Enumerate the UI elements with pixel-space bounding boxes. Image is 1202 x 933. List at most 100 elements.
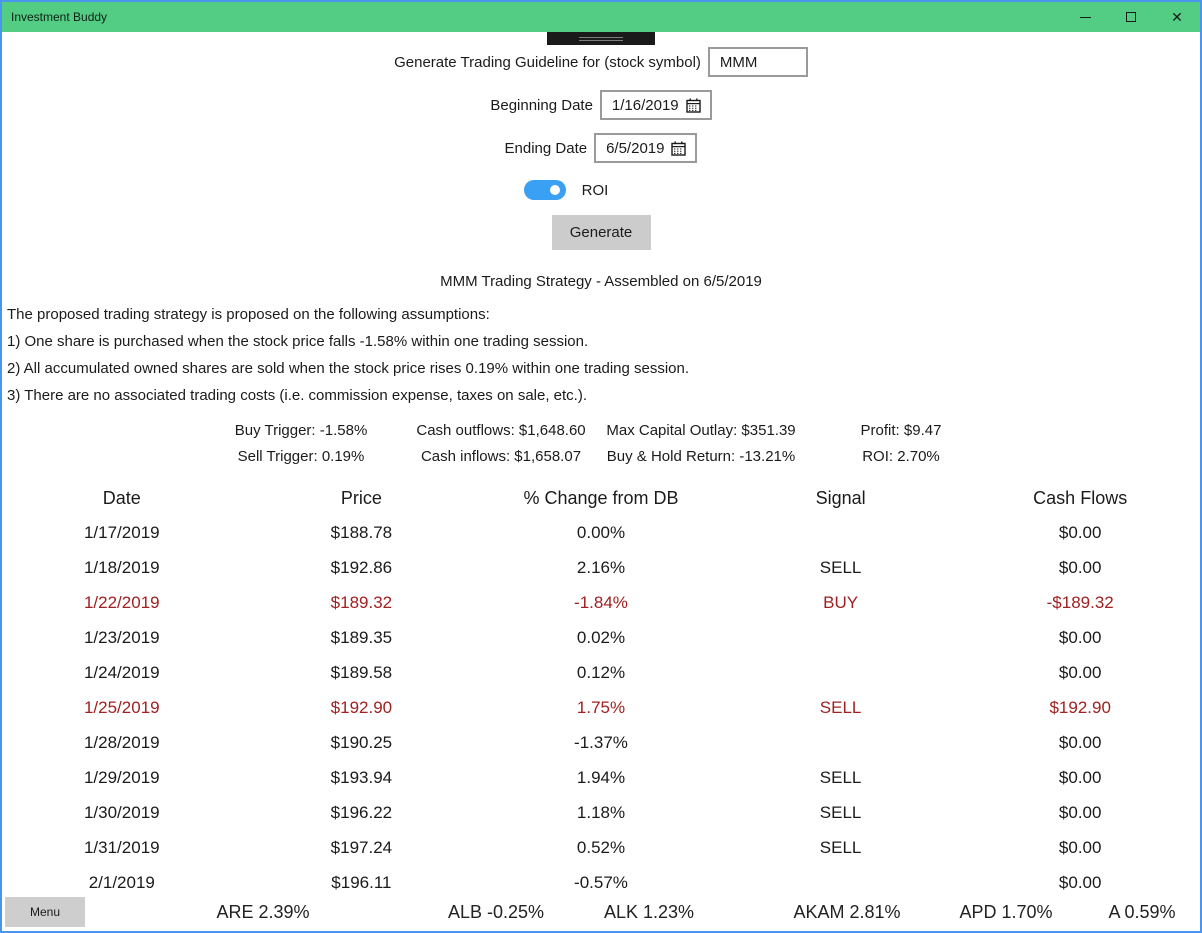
cell-date: 2/1/2019 [88,872,155,892]
cell-change: -1.84% [574,592,628,612]
cell-cash-flow: $0.00 [1058,662,1102,682]
stat-col-profit: Profit: $9.47 ROI: 2.70% [801,418,1001,470]
cell-cash-flow: $0.00 [1058,557,1102,577]
cell-change: 0.00% [576,522,626,542]
cell-price: $189.58 [330,662,393,682]
ticker-item: ALK 1.23% [603,902,695,922]
cell-date: 1/31/2019 [83,837,160,857]
footer-bar: Menu ARE 2.39% ALB -0.25% ALK 1.23% AKAM… [2,894,1200,931]
cell-price: $192.90 [330,697,393,717]
cell-date: 1/17/2019 [83,522,160,542]
begin-date-label: Beginning Date [490,96,593,114]
buy-trigger-stat: Buy Trigger: -1.58% [234,422,368,439]
cell-cash-flow: $0.00 [1058,522,1102,542]
roi-toggle[interactable] [523,180,566,200]
cell-date: 1/18/2019 [83,557,160,577]
cell-price: $189.35 [330,627,393,647]
assumption-line: 1) One share is purchased when the stock… [7,333,589,350]
minimize-icon [1079,16,1091,18]
ticker-item: ALB -0.25% [447,902,545,922]
end-date-value: 6/5/2019 [606,139,665,157]
begin-date-row: Beginning Date 1/16/2019 [2,90,1200,120]
ticker-item: ARE 2.39% [216,902,310,922]
cell-cash-flow: $0.00 [1058,767,1102,787]
cell-price: $192.86 [330,557,393,577]
ticker-item: AKAM 2.81% [793,902,901,922]
cell-date: 1/22/2019 [83,592,160,612]
end-date-row: Ending Date 6/5/2019 [2,133,1200,163]
buy-hold-return-stat: Buy & Hold Return: -13.21% [606,448,796,465]
cell-cash-flow: $192.90 [1049,697,1111,717]
cell-change: 0.02% [576,627,626,647]
calendar-icon[interactable] [685,98,701,113]
assumption-line: 3) There are no associated trading costs… [7,387,588,404]
cell-signal: BUY [823,592,859,612]
trades-table: Date Price % Change from DB Signal Cash … [2,482,1200,900]
roi-row: ROI [2,180,1200,200]
begin-date-value: 1/16/2019 [611,96,679,114]
cell-cash-flow: -$189.32 [1046,592,1114,612]
cell-date: 1/30/2019 [83,802,160,822]
table-row: 1/23/2019 $189.35 0.02% $0.00 [2,620,1200,655]
symbol-label: Generate Trading Guideline for (stock sy… [394,53,701,71]
cell-cash-flow: $0.00 [1058,732,1102,752]
drag-handle-icon [579,39,623,41]
cell-change: 1.18% [576,802,626,822]
end-date-picker[interactable]: 6/5/2019 [594,133,698,163]
menu-flyout-handle[interactable] [547,32,655,45]
maximize-icon [1126,12,1136,22]
stat-col-outlay: Max Capital Outlay: $351.39 Buy & Hold R… [601,418,801,470]
cell-change: 0.12% [576,662,626,682]
roi-stat: ROI: 2.70% [862,448,940,465]
table-row: 1/17/2019 $188.78 0.00% $0.00 [2,515,1200,550]
header-date: Date [102,488,141,508]
cell-price: $188.78 [330,522,393,542]
close-button[interactable]: ✕ [1154,2,1200,32]
cell-price: $196.22 [330,802,393,822]
cell-price: $197.24 [330,837,393,857]
cell-price: $196.11 [331,872,392,892]
cell-signal: SELL [819,697,862,717]
header-cash-flows: Cash Flows [1033,488,1128,508]
trades-table-rows: 1/17/2019 $188.78 0.00% $0.00 1/18/2019 … [2,515,1200,900]
begin-date-picker[interactable]: 1/16/2019 [599,90,712,120]
cell-change: -1.37% [574,732,628,752]
symbol-row: Generate Trading Guideline for (stock sy… [2,47,1200,77]
assumption-line: 2) All accumulated owned shares are sold… [7,360,690,377]
generate-button[interactable]: Generate [551,215,651,250]
cell-date: 1/24/2019 [83,662,160,682]
cell-change: 1.75% [576,697,626,717]
cell-cash-flow: $0.00 [1058,627,1102,647]
symbol-input[interactable] [707,47,808,77]
ticker-item: A 0.59% [1108,902,1176,922]
cell-cash-flow: $0.00 [1058,837,1102,857]
table-row: 1/24/2019 $189.58 0.12% $0.00 [2,655,1200,690]
cash-inflows-stat: Cash inflows: $1,658.07 [420,448,582,465]
cell-signal: SELL [819,557,862,577]
cell-signal: SELL [819,802,862,822]
cell-date: 1/25/2019 [83,697,160,717]
end-date-label: Ending Date [504,139,588,157]
table-row: 1/28/2019 $190.25 -1.37% $0.00 [2,725,1200,760]
table-row: 1/22/2019 $189.32 -1.84% BUY -$189.32 [2,585,1200,620]
toggle-knob-icon [549,185,560,195]
trades-table-header: Date Price % Change from DB Signal Cash … [2,482,1200,515]
menu-button[interactable]: Menu [5,897,85,927]
table-row: 1/30/2019 $196.22 1.18% SELL $0.00 [2,795,1200,830]
cell-signal: SELL [819,837,862,857]
table-row: 1/29/2019 $193.94 1.94% SELL $0.00 [2,760,1200,795]
table-row: 1/31/2019 $197.24 0.52% SELL $0.00 [2,830,1200,865]
calendar-icon[interactable] [671,141,687,156]
minimize-button[interactable] [1062,2,1108,32]
generate-row: Generate [2,215,1200,250]
table-row: 1/18/2019 $192.86 2.16% SELL $0.00 [2,550,1200,585]
header-change: % Change from DB [523,488,679,508]
header-price: Price [340,488,382,508]
cell-price: $190.25 [330,732,393,752]
maximize-button[interactable] [1108,2,1154,32]
cell-cash-flow: $0.00 [1058,872,1102,892]
sell-trigger-stat: Sell Trigger: 0.19% [237,448,365,465]
window-title: Investment Buddy [11,10,108,24]
profit-stat: Profit: $9.47 [860,422,942,439]
